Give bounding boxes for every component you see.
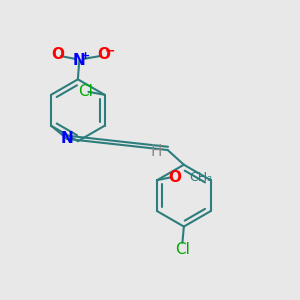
Text: O: O bbox=[51, 47, 64, 62]
Text: H: H bbox=[151, 144, 162, 159]
Text: Cl: Cl bbox=[78, 84, 93, 99]
Text: O: O bbox=[168, 170, 181, 185]
Text: N: N bbox=[73, 53, 86, 68]
Text: O: O bbox=[97, 47, 110, 62]
Text: +: + bbox=[81, 51, 90, 62]
Text: Cl: Cl bbox=[175, 242, 190, 257]
Text: −: − bbox=[105, 45, 115, 58]
Text: N: N bbox=[61, 131, 74, 146]
Text: CH₃: CH₃ bbox=[189, 171, 212, 184]
